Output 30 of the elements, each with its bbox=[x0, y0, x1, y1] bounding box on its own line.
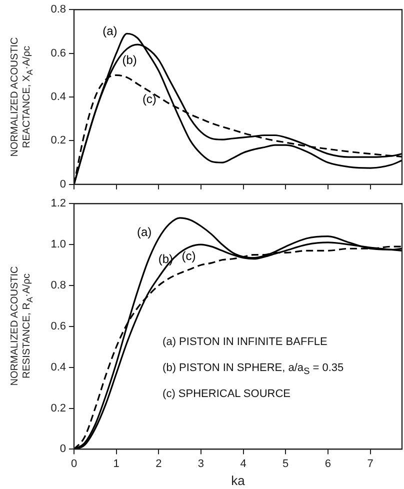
x-tick-label: 6 bbox=[324, 458, 331, 470]
x-tick-label: 7 bbox=[367, 458, 374, 470]
x-tick-label: 5 bbox=[282, 458, 289, 470]
series-label: (b) bbox=[122, 53, 137, 68]
series-label: (a) bbox=[137, 224, 152, 239]
x-axis-title: ka bbox=[231, 472, 246, 488]
series-label: (c) bbox=[182, 249, 196, 264]
y-tick-label: 0.4 bbox=[50, 91, 66, 104]
x-tick-label: 0 bbox=[70, 458, 78, 470]
y-tick-label: 0.2 bbox=[50, 134, 66, 147]
y-tick-label: 0.8 bbox=[50, 4, 66, 16]
annotation: (c) SPHERICAL SOURCE bbox=[162, 388, 290, 400]
y-tick-label: 1.0 bbox=[50, 238, 66, 251]
series-label: (b) bbox=[158, 252, 173, 266]
y-tick-label: 0 bbox=[60, 178, 66, 190]
y-tick-label: 1.2 bbox=[50, 198, 66, 210]
annotation: (b) PISTON IN SPHERE, a/a$_{S}$ = 0.35 bbox=[162, 362, 344, 376]
y-tick-label: 0.8 bbox=[50, 280, 66, 292]
y-tick-label: 0.6 bbox=[50, 47, 66, 60]
x-tick-label: 3 bbox=[198, 458, 204, 470]
series-label: (a) bbox=[102, 24, 118, 38]
x-tick-label: 4 bbox=[240, 458, 246, 470]
x-tick-label: 2 bbox=[156, 458, 162, 470]
x-tick-label: 1 bbox=[113, 458, 120, 470]
y-tick-label: 0.4 bbox=[50, 361, 66, 374]
annotation: (a) PISTON IN INFINITE BAFFLE bbox=[162, 336, 328, 348]
y-tick-label: 0 bbox=[60, 443, 66, 456]
series-label: (c) bbox=[142, 92, 156, 106]
y-tick-label: 0.2 bbox=[50, 402, 66, 414]
y-tick-label: 0.6 bbox=[50, 320, 66, 332]
